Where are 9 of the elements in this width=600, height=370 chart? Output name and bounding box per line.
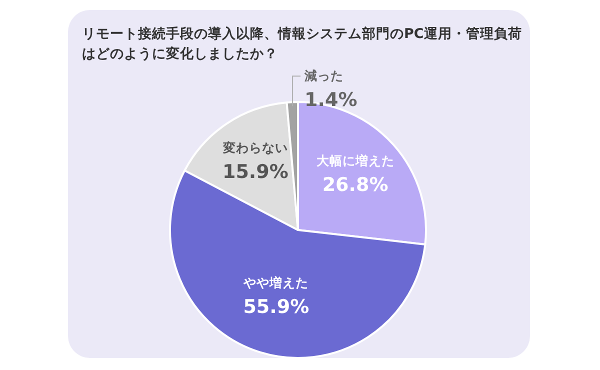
data-label: 26.8% (322, 174, 388, 196)
slice-label: やや増えた (242, 274, 309, 290)
slice-label: 大幅に増えた (316, 152, 394, 168)
slice-label: 減った (304, 68, 344, 84)
chart-title: リモート接続手段の導入以降、情報システム部門のPC運用・管理負荷はどのように変化しましたか？ (82, 25, 522, 62)
data-label: 1.4% (304, 89, 358, 112)
data-label: 55.9% (243, 296, 310, 318)
slice-label: 変わらない (222, 140, 288, 156)
data-label: 15.9% (222, 161, 288, 184)
